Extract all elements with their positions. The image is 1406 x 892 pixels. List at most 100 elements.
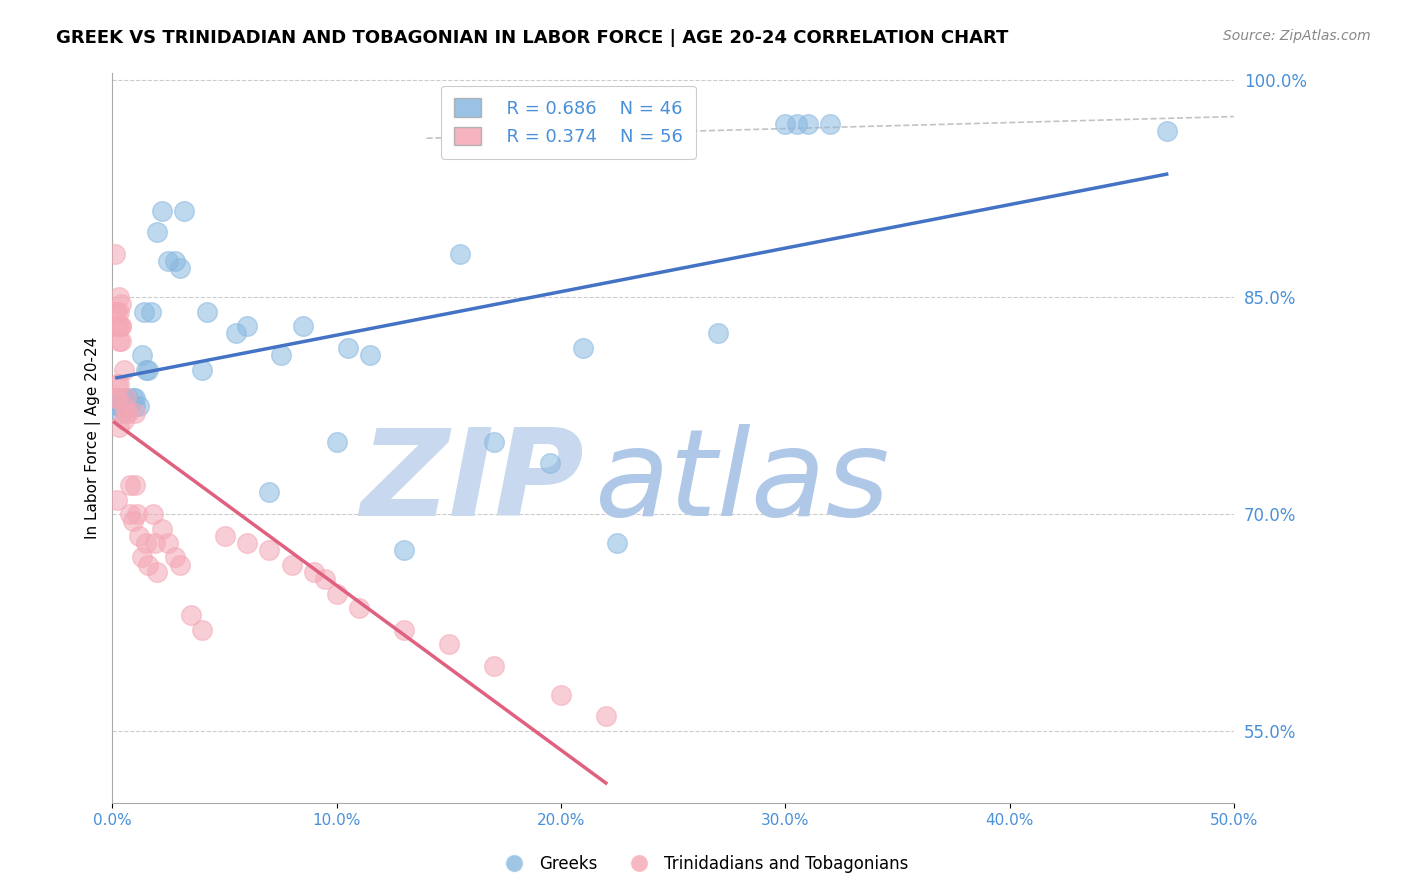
Point: [112, 413, 135, 427]
Y-axis label: In Labor Force | Age 20-24: In Labor Force | Age 20-24: [86, 337, 101, 540]
Point: [707, 326, 730, 341]
Point: [108, 290, 131, 304]
Point: [128, 529, 150, 543]
Point: [110, 334, 132, 348]
Point: [775, 117, 797, 131]
Legend: Greeks, Trinidadians and Tobagonians: Greeks, Trinidadians and Tobagonians: [491, 848, 915, 880]
Point: [150, 522, 173, 536]
Point: [105, 304, 128, 318]
Point: [270, 348, 292, 362]
Point: [482, 434, 505, 449]
Point: [818, 117, 841, 131]
Point: [236, 536, 259, 550]
Point: [136, 558, 159, 572]
Point: [180, 608, 202, 623]
Point: [572, 341, 595, 355]
Point: [108, 319, 131, 334]
Point: [121, 392, 143, 406]
Point: [150, 203, 173, 218]
Point: [131, 348, 153, 362]
Point: [110, 399, 132, 413]
Text: ZIP: ZIP: [360, 424, 583, 541]
Legend:   R = 0.686    N = 46,   R = 0.374    N = 56: R = 0.686 N = 46, R = 0.374 N = 56: [441, 86, 696, 159]
Point: [115, 392, 138, 406]
Point: [157, 536, 180, 550]
Point: [259, 485, 281, 500]
Point: [325, 586, 347, 600]
Point: [124, 478, 146, 492]
Point: [139, 304, 162, 318]
Point: [105, 376, 128, 391]
Point: [104, 392, 127, 406]
Point: [117, 406, 139, 420]
Point: [259, 543, 281, 558]
Point: [112, 399, 135, 413]
Point: [392, 543, 415, 558]
Point: [595, 709, 617, 723]
Point: [437, 637, 460, 651]
Point: [120, 478, 142, 492]
Point: [105, 319, 128, 334]
Point: [135, 362, 157, 376]
Point: [292, 319, 315, 334]
Point: [538, 457, 561, 471]
Point: [191, 623, 214, 637]
Text: Source: ZipAtlas.com: Source: ZipAtlas.com: [1223, 29, 1371, 43]
Point: [125, 507, 148, 521]
Point: [131, 550, 153, 565]
Point: [108, 399, 131, 413]
Point: [195, 304, 218, 318]
Point: [325, 434, 347, 449]
Point: [143, 536, 166, 550]
Point: [105, 392, 128, 406]
Point: [104, 247, 127, 261]
Point: [104, 304, 127, 318]
Text: GREEK VS TRINIDADIAN AND TOBAGONIAN IN LABOR FORCE | AGE 20-24 CORRELATION CHART: GREEK VS TRINIDADIAN AND TOBAGONIAN IN L…: [56, 29, 1008, 46]
Point: [146, 225, 169, 239]
Point: [165, 254, 187, 268]
Point: [281, 558, 304, 572]
Point: [169, 261, 191, 276]
Point: [214, 529, 236, 543]
Point: [225, 326, 247, 341]
Point: [112, 392, 135, 406]
Point: [108, 304, 131, 318]
Point: [157, 254, 180, 268]
Point: [112, 362, 135, 376]
Point: [108, 334, 131, 348]
Point: [110, 319, 132, 334]
Point: [304, 565, 326, 579]
Point: [120, 507, 142, 521]
Point: [110, 297, 132, 311]
Point: [550, 688, 572, 702]
Point: [136, 362, 159, 376]
Point: [105, 392, 128, 406]
Point: [449, 247, 471, 261]
Point: [146, 565, 169, 579]
Point: [1156, 124, 1178, 138]
Point: [142, 507, 165, 521]
Point: [359, 348, 381, 362]
Point: [124, 406, 146, 420]
Point: [124, 399, 146, 413]
Point: [128, 399, 150, 413]
Point: [132, 304, 155, 318]
Point: [108, 399, 131, 413]
Point: [347, 601, 370, 615]
Point: [112, 399, 135, 413]
Point: [121, 514, 143, 528]
Point: [482, 659, 505, 673]
Point: [796, 117, 818, 131]
Text: atlas: atlas: [595, 424, 890, 541]
Point: [169, 558, 191, 572]
Point: [191, 362, 214, 376]
Point: [117, 392, 139, 406]
Point: [115, 406, 138, 420]
Point: [110, 319, 132, 334]
Point: [135, 536, 157, 550]
Point: [120, 399, 142, 413]
Point: [108, 376, 131, 391]
Point: [173, 203, 195, 218]
Point: [108, 420, 131, 434]
Point: [336, 341, 359, 355]
